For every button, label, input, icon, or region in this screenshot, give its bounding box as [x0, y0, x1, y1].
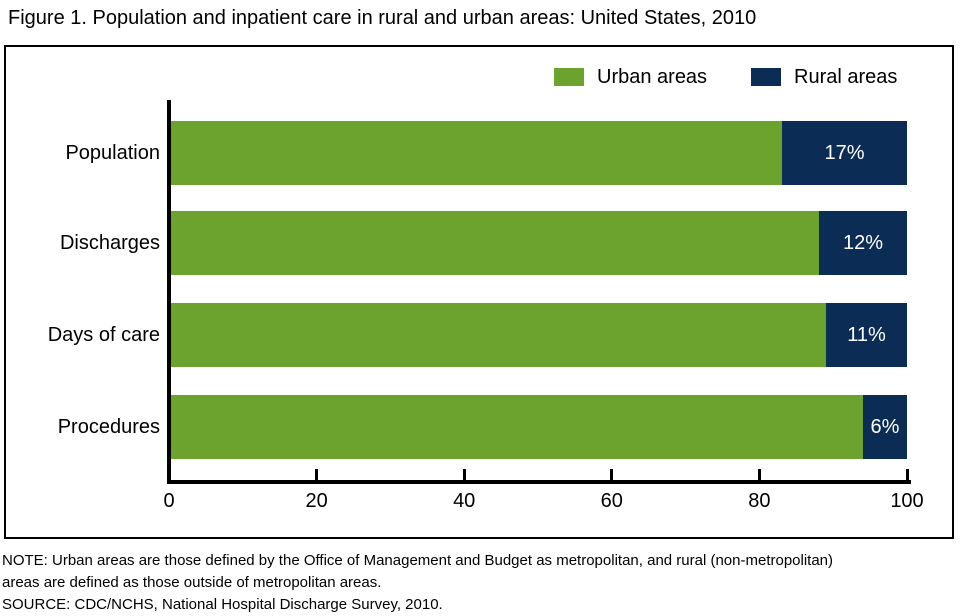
x-axis-tick-label: 20 [305, 490, 328, 512]
rural-percent-label: 12% [842, 231, 884, 254]
note-text-line-1: NOTE: Urban areas are those defined by t… [2, 552, 834, 569]
urban-bar-segment [171, 211, 819, 275]
rural-percent-label: 11% [847, 323, 886, 346]
y-axis-line [167, 100, 171, 484]
bar-row-procedures: 6% [171, 395, 907, 459]
category-label-population: Population [65, 142, 160, 164]
legend-item-rural: Rural areas [751, 63, 897, 91]
note-text-line-2: areas are defined as those outside of me… [2, 574, 382, 591]
x-axis-tick-label: 40 [453, 490, 476, 512]
category-label-discharges: Discharges [59, 232, 160, 254]
urban-bar-segment [171, 121, 782, 185]
bar-row-days-of-care: 11% [171, 303, 907, 367]
x-axis-tick [757, 469, 761, 480]
urban-legend-swatch [554, 68, 584, 86]
x-axis-tick [315, 469, 319, 480]
category-label-procedures: Procedures [57, 416, 160, 438]
bar-row-discharges: 12% [171, 211, 907, 275]
rural-percent-label: 17% [824, 141, 865, 164]
chart-frame: Urban areas Rural areas 17% Population 12%… [4, 45, 954, 539]
urban-bar-segment [171, 303, 826, 367]
x-axis-tick [462, 469, 466, 480]
x-axis-tick-label: 60 [600, 490, 623, 512]
x-axis-tick [610, 469, 614, 480]
rural-bar-segment: 12% [819, 211, 907, 275]
rural-legend-swatch [751, 68, 781, 86]
urban-bar-segment [171, 395, 863, 459]
rural-percent-label: 6% [870, 415, 900, 438]
bar-row-population: 17% [171, 121, 907, 185]
rural-bar-segment: 11% [826, 303, 907, 367]
category-label-days-of-care: Days of care [47, 324, 160, 346]
x-axis-line [167, 480, 911, 484]
x-axis-tick-label: 80 [748, 490, 771, 512]
figure-title: Figure 1. Population and inpatient care … [8, 7, 757, 29]
urban-legend-label: Urban areas [597, 65, 708, 88]
x-axis-tick [905, 469, 909, 480]
legend-item-urban: Urban areas [554, 63, 707, 91]
x-axis-tick-label: 0 [163, 490, 175, 512]
source-text: SOURCE: CDC/NCHS, National Hospital Disc… [2, 596, 443, 613]
rural-legend-label: Rural areas [794, 65, 898, 88]
rural-bar-segment: 17% [782, 121, 907, 185]
figure-notes: NOTE: Urban areas are those defined by t… [2, 550, 833, 616]
x-axis-tick-label: 100 [890, 490, 924, 512]
rural-bar-segment: 6% [863, 395, 907, 459]
plot-area: 17% Population 12% Discharges 11% Days of car… [6, 47, 952, 537]
